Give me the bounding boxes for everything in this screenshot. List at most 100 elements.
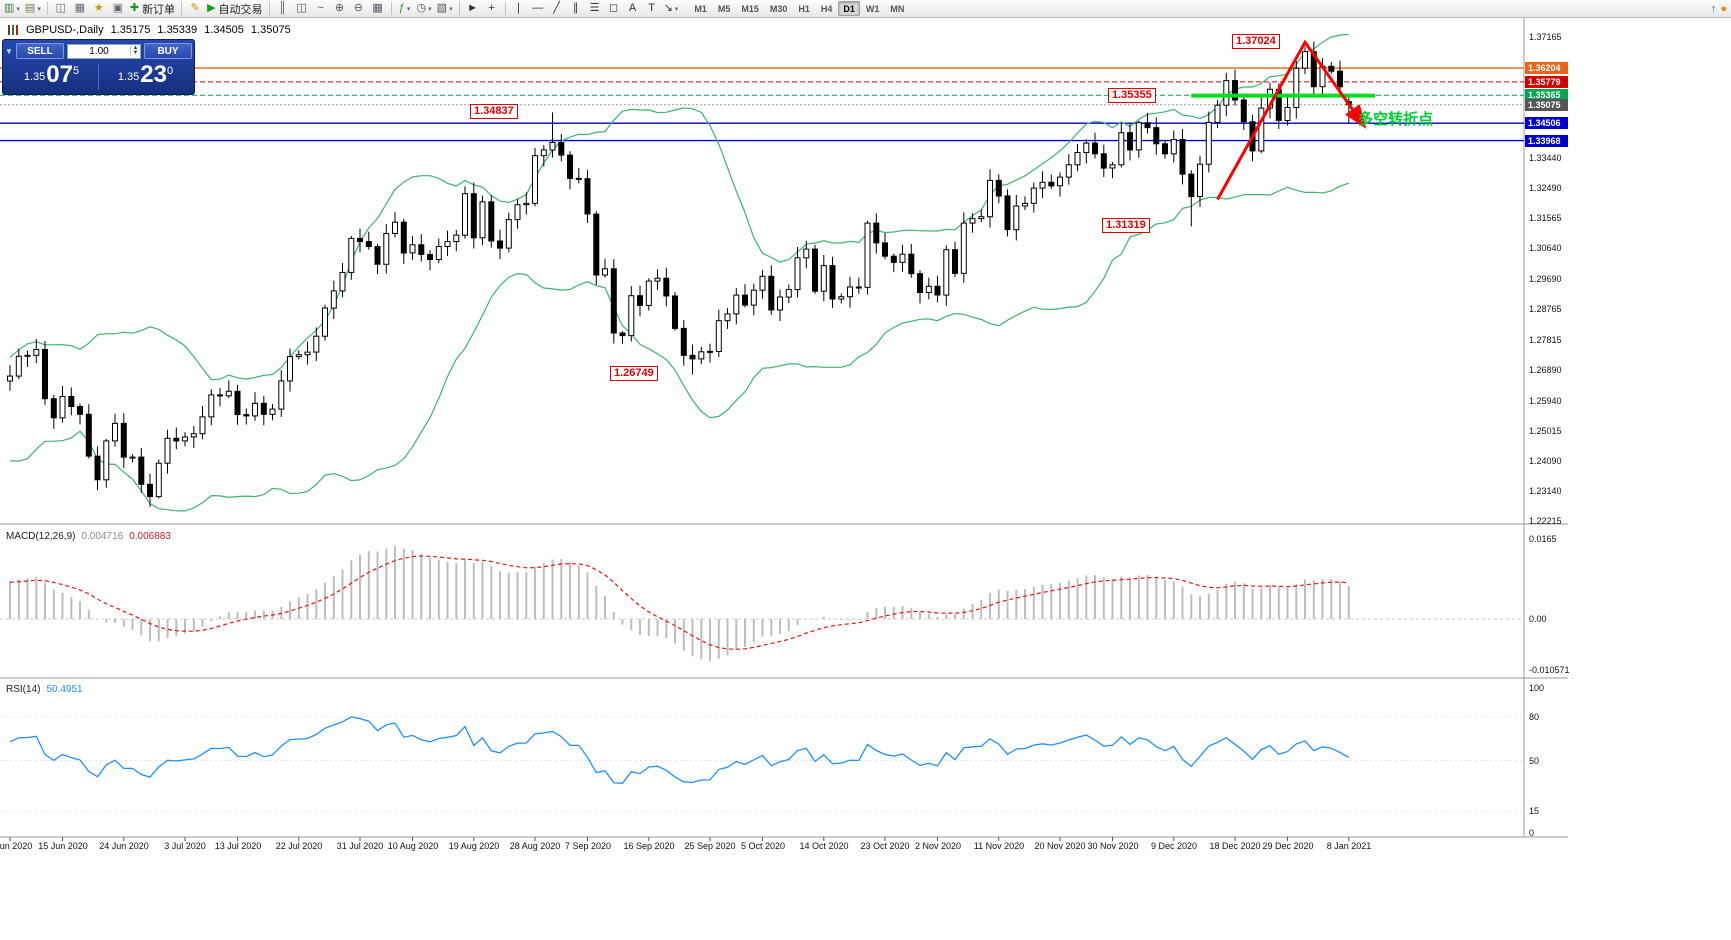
rsi-axis-label: 15 xyxy=(1529,806,1540,816)
price-axis-label: 1.33440 xyxy=(1529,153,1562,163)
tile-windows-icon[interactable]: ▦ xyxy=(372,2,383,14)
market-watch-icon[interactable]: ◫ xyxy=(55,2,67,14)
time-axis-label: 10 Aug 2020 xyxy=(387,841,439,851)
price-annotation[interactable]: 1.31319 xyxy=(1102,218,1150,233)
templates-icon[interactable]: ▧ ▾ xyxy=(436,2,453,14)
vertical-line-icon[interactable]: | xyxy=(517,2,520,14)
zoom-out-icon[interactable]: ⊖ xyxy=(353,2,364,14)
cursor-icon[interactable]: ► xyxy=(467,2,479,14)
price-annotation[interactable]: 1.35355 xyxy=(1108,88,1156,103)
ohlc-high: 1.35339 xyxy=(157,24,198,36)
volume-spinner[interactable]: ▲ ▼ xyxy=(130,45,140,56)
bar-chart-icon[interactable]: ║ xyxy=(278,2,287,14)
horizontal-line-icon[interactable]: ― xyxy=(532,2,544,14)
autotrading-button[interactable]: ▶ 自动交易 xyxy=(207,2,263,16)
macd-indicator-label: MACD(12,26,9) 0.004716 0.006883 xyxy=(6,531,171,542)
channel-icon[interactable]: ∥ xyxy=(572,2,579,14)
price-annotation[interactable]: 1.26749 xyxy=(610,366,658,381)
time-axis-label: 15 Jun 2020 xyxy=(38,841,88,851)
chart-window[interactable]: GBPUSD-,Daily 1.35175 1.35339 1.34505 1.… xyxy=(0,18,1731,940)
buy-button[interactable]: BUY xyxy=(144,43,192,59)
price-axis-label: 1.24090 xyxy=(1529,456,1562,466)
timeframe-D1[interactable]: D1 xyxy=(838,1,860,16)
toolbar-items: ▥ ▾ ▤ ▾ ◫ ▦ ★ ▣ ✚ 新订单 ✎ ▶ 自动交易 ║ ◫ ~ ⊕ ⊖ ▦ ƒ ▾ ◷ ▾ ▧ ▾ ► + | ― ╱ ∥ ☰ ◻ A T… xyxy=(2,1,680,17)
bid-price: 1.35 07 5 xyxy=(23,61,80,88)
timeframe-group: M1 M5 M15 M30 H1 H4 D1 W1 MN xyxy=(689,1,909,16)
volume-field[interactable]: 1.00 ▲ ▼ xyxy=(67,43,141,59)
terminal-icon[interactable]: ▣ xyxy=(112,2,124,14)
price-axis-label: 1.25940 xyxy=(1529,396,1562,406)
time-axis-label: 24 Jun 2020 xyxy=(99,841,149,851)
candlestick-chart-icon[interactable]: ◫ xyxy=(296,2,307,14)
toolbar: ▥ ▾ ▤ ▾ ◫ ▦ ★ ▣ ✚ 新订单 ✎ ▶ 自动交易 ║ ◫ ~ ⊕ ⊖ ▦ ƒ ▾ ◷ ▾ ▧ ▾ ► + | ― ╱ ∥ ☰ ◻ A T… xyxy=(0,0,1731,18)
price-axis-label: 1.22215 xyxy=(1529,516,1562,526)
time-axis-label: 31 Jul 2020 xyxy=(336,841,384,851)
zoom-in-icon[interactable]: ⊕ xyxy=(334,2,345,14)
sell-button[interactable]: SELL xyxy=(16,43,64,59)
timeframe-M15[interactable]: M15 xyxy=(741,3,759,14)
time-axis-label: 14 Oct 2020 xyxy=(799,841,849,851)
price-level-label: 1.34506 xyxy=(1525,117,1568,129)
time-axis-label: 25 Sep 2020 xyxy=(684,841,736,851)
price-axis-label: 1.23140 xyxy=(1529,486,1562,496)
fibonacci-icon[interactable]: ☰ xyxy=(589,2,600,14)
price-axis-label: 1.26890 xyxy=(1529,365,1562,375)
rsi-axis-label: 50 xyxy=(1529,756,1540,766)
metaeditor-icon[interactable]: ✎ xyxy=(190,2,200,14)
macd-axis-label: 0.00 xyxy=(1529,614,1547,624)
timeframe-H4[interactable]: H4 xyxy=(820,3,833,14)
timeframe-M30[interactable]: M30 xyxy=(769,3,788,14)
one-click-trading-panel: ▼ SELL 1.00 ▲ ▼ BUY 1.35 07 5 1.35 23 0 xyxy=(2,39,195,95)
periods-icon[interactable]: ◷ ▾ xyxy=(416,2,432,14)
time-axis-label: 11 Nov 2020 xyxy=(973,841,1025,851)
timeframe-H1[interactable]: H1 xyxy=(798,3,810,14)
time-axis-label: 2 Nov 2020 xyxy=(914,841,962,851)
price-level-label: 1.36204 xyxy=(1525,62,1568,74)
timeframe-MN[interactable]: MN xyxy=(890,3,905,14)
alert-icon[interactable]: ● xyxy=(1720,2,1727,15)
price-annotation[interactable]: 1.37024 xyxy=(1232,34,1280,49)
price-axis-label: 1.25015 xyxy=(1529,426,1562,436)
navigator-icon[interactable]: ★ xyxy=(93,2,104,14)
label-icon[interactable]: T xyxy=(648,2,655,14)
time-axis-label: 30 Nov 2020 xyxy=(1087,841,1139,851)
new-order-button[interactable]: ✚ 新订单 xyxy=(129,2,176,16)
timeframe-W1[interactable]: W1 xyxy=(865,3,880,14)
trendline-icon[interactable]: ╱ xyxy=(553,2,560,14)
rsi-axis-label: 0 xyxy=(1529,828,1535,838)
timeframe-M1[interactable]: M1 xyxy=(694,3,707,14)
data-window-icon[interactable]: ▦ xyxy=(74,2,86,14)
price-annotation[interactable]: 1.34837 xyxy=(470,104,518,119)
scroll-latest-icon[interactable]: ↑ xyxy=(1710,2,1717,15)
price-level-label: 1.35365 xyxy=(1525,89,1568,101)
text-icon[interactable]: A xyxy=(628,2,637,14)
shapes-icon[interactable]: ◻ xyxy=(609,2,619,14)
price-axis-label: 1.27815 xyxy=(1529,335,1562,345)
new-chart-icon[interactable]: ▥ ▾ xyxy=(4,2,20,14)
time-axis-label: 18 Dec 2020 xyxy=(1209,841,1261,851)
volume-value[interactable]: 1.00 xyxy=(89,45,109,57)
time-axis-label: 9 Dec 2020 xyxy=(1150,841,1198,851)
time-axis-label: 5 Jun 2020 xyxy=(0,841,33,851)
toolbar-separator xyxy=(390,2,392,15)
profiles-icon[interactable]: ▤ ▾ xyxy=(24,2,41,14)
crosshair-icon[interactable]: + xyxy=(488,2,495,14)
price-axis-label: 1.32490 xyxy=(1529,183,1562,193)
time-axis-label: 28 Aug 2020 xyxy=(509,841,561,851)
ohlc-close: 1.35075 xyxy=(250,24,291,36)
price-axis-label: 1.31565 xyxy=(1529,213,1562,223)
chart-symbol-period: GBPUSD-,Daily xyxy=(26,24,104,36)
timeframe-M5[interactable]: M5 xyxy=(717,3,731,14)
line-chart-icon[interactable]: ~ xyxy=(317,2,324,14)
time-axis-label: 22 Jul 2020 xyxy=(275,841,323,851)
panel-collapse-icon[interactable]: ▼ xyxy=(5,46,13,56)
toolbar-separator xyxy=(181,2,183,15)
time-axis-label: 5 Oct 2020 xyxy=(740,841,786,851)
arrows-icon[interactable]: ↘ ▾ xyxy=(663,2,679,14)
indicators-icon[interactable]: ƒ ▾ xyxy=(398,2,411,14)
price-chart-canvas[interactable] xyxy=(0,18,1731,922)
time-axis-label: 7 Sep 2020 xyxy=(564,841,612,851)
ohlc-low: 1.34505 xyxy=(204,24,244,36)
toolbar-separator xyxy=(268,2,270,15)
turning-point-note[interactable]: 多空转折点 xyxy=(1358,111,1434,128)
